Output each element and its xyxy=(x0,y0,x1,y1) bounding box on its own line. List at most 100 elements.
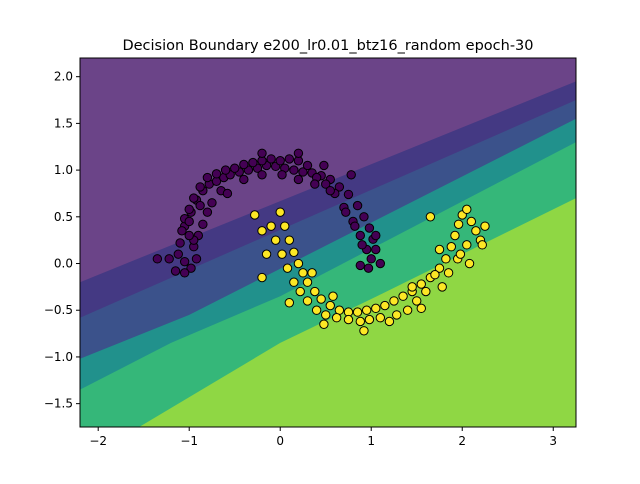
point-class-1 xyxy=(480,221,490,231)
point-class-1 xyxy=(277,249,287,259)
y-tick-label: −1.0 xyxy=(44,350,73,364)
plot-frame xyxy=(79,57,577,428)
point-class-0 xyxy=(363,263,374,273)
point-class-0 xyxy=(341,207,351,217)
point-class-1 xyxy=(462,240,472,250)
y-tick-label: 1.0 xyxy=(54,163,73,177)
point-class-0 xyxy=(346,170,356,180)
point-class-0 xyxy=(186,263,196,273)
point-class-0 xyxy=(220,165,231,175)
point-class-0 xyxy=(184,204,194,215)
point-class-1 xyxy=(321,310,331,320)
point-class-1 xyxy=(392,310,402,320)
point-class-1 xyxy=(331,313,342,323)
point-class-0 xyxy=(357,240,367,250)
point-class-0 xyxy=(355,230,366,241)
decision-regions xyxy=(80,58,576,427)
point-class-1 xyxy=(359,326,369,336)
point-class-1 xyxy=(421,286,431,297)
point-class-0 xyxy=(191,254,202,264)
point-class-1 xyxy=(311,305,322,315)
point-class-1 xyxy=(425,212,436,222)
point-class-1 xyxy=(307,268,317,278)
point-class-0 xyxy=(364,223,375,233)
point-class-1 xyxy=(328,291,338,301)
point-class-1 xyxy=(275,207,285,217)
point-class-0 xyxy=(248,157,258,168)
point-class-1 xyxy=(280,221,290,231)
point-class-0 xyxy=(355,260,366,271)
point-class-1 xyxy=(471,226,481,236)
y-tick-label: 1.5 xyxy=(54,116,73,130)
point-class-0 xyxy=(211,169,222,179)
point-class-0 xyxy=(275,156,285,166)
point-class-1 xyxy=(462,204,472,215)
point-class-0 xyxy=(277,170,287,180)
point-class-1 xyxy=(270,235,281,245)
y-axis: −1.5 −1.0 −0.5 0.0 0.5 1.0 1.5 2.0 xyxy=(44,70,80,411)
point-class-1 xyxy=(261,249,272,259)
point-class-0 xyxy=(302,160,313,171)
point-class-1 xyxy=(319,319,329,329)
x-tick-label: −2 xyxy=(89,434,107,448)
y-tick-label: 0.5 xyxy=(54,210,73,224)
point-class-0 xyxy=(371,230,381,241)
point-class-1 xyxy=(298,268,308,278)
point-class-0 xyxy=(179,256,190,267)
point-class-1 xyxy=(441,254,451,264)
point-class-0 xyxy=(152,254,163,264)
point-class-0 xyxy=(195,200,205,211)
point-class-1 xyxy=(302,296,313,306)
point-class-1 xyxy=(361,305,372,315)
point-class-0 xyxy=(184,216,194,227)
point-class-1 xyxy=(371,303,381,314)
point-class-1 xyxy=(284,298,295,308)
point-class-1 xyxy=(364,314,375,325)
point-class-0 xyxy=(177,226,187,236)
point-class-0 xyxy=(289,165,299,175)
point-class-1 xyxy=(295,286,305,297)
point-class-0 xyxy=(179,268,190,278)
point-class-1 xyxy=(407,282,417,292)
point-class-0 xyxy=(334,182,345,192)
point-class-1 xyxy=(325,300,335,311)
point-class-0 xyxy=(298,167,308,177)
point-class-0 xyxy=(239,159,249,170)
point-class-1 xyxy=(455,249,466,259)
point-class-0 xyxy=(189,193,199,203)
point-class-1 xyxy=(437,282,447,292)
point-class-1 xyxy=(416,279,426,289)
point-class-1 xyxy=(293,258,304,269)
point-class-1 xyxy=(282,263,293,273)
point-class-0 xyxy=(321,179,331,189)
point-class-0 xyxy=(310,179,320,189)
point-class-0 xyxy=(202,207,213,217)
point-class-1 xyxy=(380,300,390,311)
point-class-1 xyxy=(375,313,386,323)
point-class-1 xyxy=(257,272,267,283)
x-tick-label: 1 xyxy=(367,434,375,448)
point-class-0 xyxy=(175,238,185,248)
point-class-1 xyxy=(289,247,299,258)
point-class-1 xyxy=(250,210,260,220)
point-class-0 xyxy=(319,160,329,171)
point-class-0 xyxy=(352,200,363,211)
region-5 xyxy=(80,198,576,427)
point-class-0 xyxy=(230,163,240,173)
x-tick-label: −1 xyxy=(180,434,198,448)
point-class-0 xyxy=(184,230,194,241)
point-class-1 xyxy=(416,303,426,314)
point-class-1 xyxy=(289,277,299,287)
point-class-1 xyxy=(453,219,464,229)
point-class-0 xyxy=(173,249,183,259)
chart-title: Decision Boundary e200_lr0.01_btz16_rand… xyxy=(122,38,533,54)
x-axis: −2 −1 0 1 2 3 xyxy=(89,427,557,448)
point-class-0 xyxy=(343,189,354,200)
point-class-0 xyxy=(170,266,181,276)
point-class-1 xyxy=(434,263,445,273)
point-class-1 xyxy=(355,316,366,327)
point-class-0 xyxy=(202,172,213,183)
point-class-1 xyxy=(398,291,408,301)
point-class-1 xyxy=(446,242,457,252)
